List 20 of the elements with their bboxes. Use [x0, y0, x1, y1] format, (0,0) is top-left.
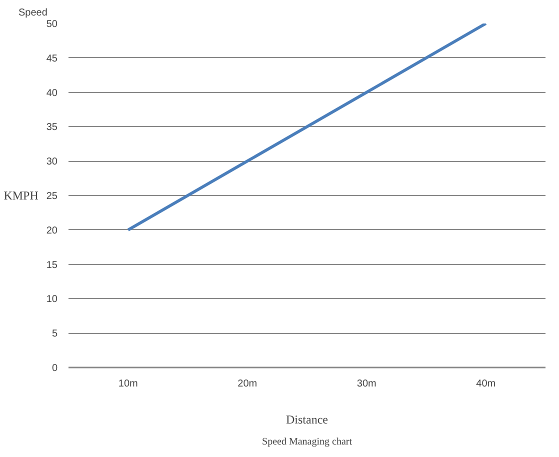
y-axis-title: KMPH	[4, 188, 39, 202]
y-tick-label: 20	[46, 225, 58, 236]
y-tick-label: 5	[52, 328, 58, 340]
x-tick-label: 10m	[118, 378, 138, 390]
x-tick-label: 20m	[238, 378, 258, 390]
y-tick-label: 10	[46, 294, 58, 306]
line-series	[126, 24, 488, 232]
y-tick-label: 0	[52, 363, 58, 374]
y-tick-label: 40	[46, 88, 58, 99]
y-tick-label: 45	[46, 53, 58, 64]
text: Speed Managing chart	[262, 436, 352, 448]
x-tick-label: 30m	[356, 378, 376, 390]
y-tick-label: 35	[46, 122, 58, 134]
y-tick-label: 25	[46, 191, 58, 202]
y-tick-label: 50	[46, 19, 58, 30]
chart-title: Speed	[18, 8, 48, 18]
y-tick-label: 15	[46, 260, 58, 271]
x-tick-label: 40m	[476, 378, 496, 390]
y-tick-label: 30	[46, 156, 58, 168]
x-axis-title: Distance	[286, 412, 328, 426]
